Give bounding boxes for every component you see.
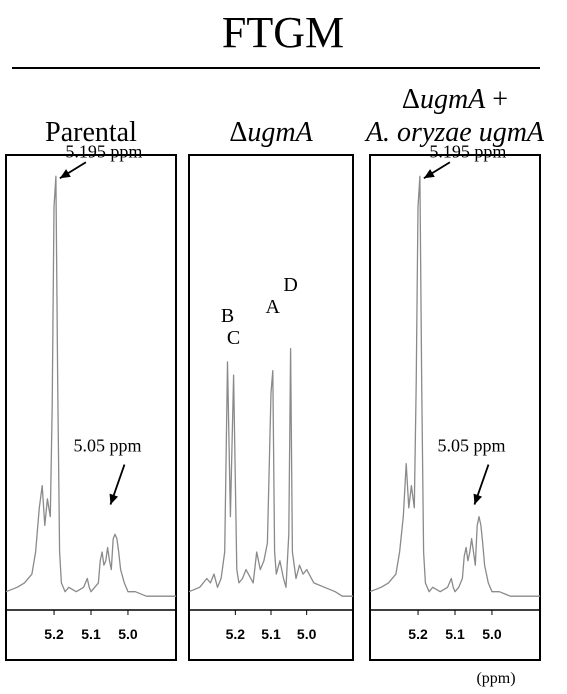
- x-tick-label: 5.0: [118, 626, 138, 642]
- x-tick-label: 5.1: [81, 626, 101, 642]
- x-tick-label: 5.2: [226, 626, 246, 642]
- panel-title-3-part-2: +: [485, 84, 508, 115]
- annotation-arrow-head: [473, 493, 483, 505]
- peak-annotation: 5.05 ppm: [73, 436, 141, 456]
- panel-subtitle-3: A. oryzae ugmA: [364, 117, 545, 148]
- peak-annotation: 5.195 ppm: [429, 141, 506, 161]
- panel-title-2-part-1: ugmA: [247, 117, 313, 148]
- x-tick-label: 5.2: [408, 626, 428, 642]
- panel-subtitle-3-part-0: A. oryzae ugmA: [364, 117, 545, 148]
- unit-label: (ppm): [476, 670, 515, 687]
- peak-label-D: D: [283, 274, 297, 296]
- figure-title: FTGM: [222, 8, 344, 57]
- annotation-arrow-head: [59, 169, 71, 179]
- annotation-arrow-head: [109, 493, 119, 505]
- panel-frame: [369, 154, 541, 661]
- peak-label-C: C: [227, 327, 240, 349]
- peak-label-A: A: [266, 296, 281, 318]
- spectrum-line: [188, 347, 353, 597]
- peak-label-B: B: [221, 305, 234, 327]
- x-tick-label: 5.1: [445, 626, 465, 642]
- spectrum-line: [369, 175, 540, 597]
- panel-title-2: ΔugmA: [229, 117, 313, 148]
- peak-annotation: 5.195 ppm: [65, 141, 142, 161]
- spectrum-panel-2: ΔugmA 5.2 5.1 5.0 BC AD: [188, 117, 354, 661]
- peak-annotation: 5.05 ppm: [437, 436, 505, 456]
- panels: Parental 5.2 5.1 5.0 5.195 ppm 5.05 ppm ΔugmA 5…: [5, 84, 545, 661]
- panel-title-3: ΔugmA +: [402, 84, 508, 115]
- spectrum-panel-1: Parental 5.2 5.1 5.0 5.195 ppm 5.05 ppm: [5, 117, 177, 661]
- spectrum-line: [5, 175, 176, 597]
- panel-title-1: Parental: [45, 117, 137, 148]
- x-tick-label: 5.0: [297, 626, 317, 642]
- x-tick-label: 5.1: [261, 626, 281, 642]
- panel-frame: [188, 154, 354, 661]
- x-tick-label: 5.2: [44, 626, 64, 642]
- annotation-arrow-head: [423, 169, 435, 179]
- x-tick-label: 5.0: [482, 626, 502, 642]
- panel-title-3-part-1: ugmA: [420, 84, 486, 115]
- panel-title-1-part-0: Parental: [45, 117, 137, 148]
- panel-title-3-part-0: Δ: [402, 84, 420, 115]
- panel-frame: [5, 154, 177, 661]
- panel-title-2-part-0: Δ: [229, 117, 247, 148]
- spectrum-panel-3: ΔugmA +A. oryzae ugmA 5.2 5.1 5.0 5.195 ppm 5…: [364, 84, 545, 661]
